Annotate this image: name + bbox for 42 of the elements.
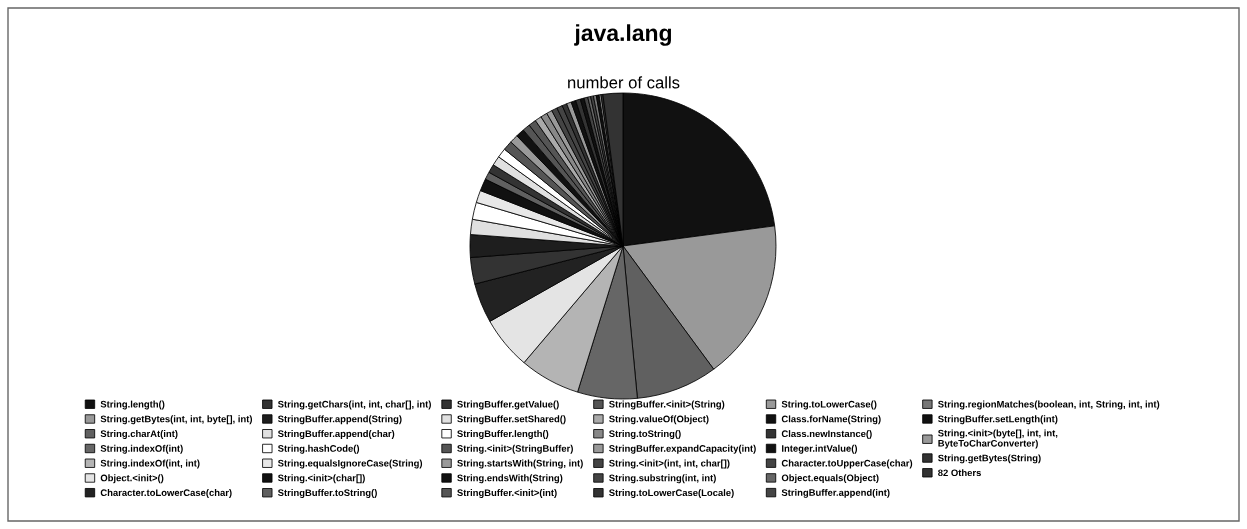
legend-label: String.toLowerCase() [781, 400, 877, 410]
chart-title: java.lang [574, 24, 672, 46]
legend-label: String.getChars(int, int, char[], int) [277, 400, 431, 410]
legend-label: StringBuffer.expandCapacity(int) [609, 444, 756, 454]
legend-label: String.toString() [609, 430, 681, 439]
legend-label: String.<init>(int, int, char[]) [609, 459, 730, 469]
legend-label: StringBuffer.setLength(int) [938, 415, 1058, 425]
legend-label: String.getBytes(int, int, byte[], int) [100, 415, 253, 425]
legend-label: String.startsWith(String, int) [457, 459, 583, 469]
legend-label: String.<init>(char[]) [277, 474, 365, 484]
legend-label: String.substring(int, int) [609, 474, 716, 484]
legend-label: String.equalsIgnoreCase(String) [277, 459, 423, 469]
legend-label: Integer.intValue() [782, 444, 858, 454]
legend-label: 82 Others [938, 469, 981, 477]
legend-label: String.endsWith(String) [457, 474, 563, 484]
legend-label: String.toLowerCase(Locale) [609, 489, 734, 498]
legend-label: Character.toLowerCase(char) [100, 489, 232, 498]
legend-label: String.length() [100, 400, 165, 410]
legend-label: Character.toUpperCase(char) [781, 459, 913, 469]
legend-label: StringBuffer.toString() [277, 489, 377, 498]
legend-label: String.charAt(int) [100, 430, 178, 439]
legend-label: String.<init>(byte[], int, int, ByteToCharConverter) [938, 429, 1058, 449]
legend-label: String.indexOf(int) [100, 444, 183, 454]
legend-label: String.indexOf(int, int) [100, 459, 200, 469]
legend-label: StringBuffer.length() [457, 430, 549, 439]
legend-label: StringBuffer.append(char) [277, 430, 395, 439]
legend-label: String.valueOf(Object) [609, 415, 709, 425]
legend-label: String.getBytes(String) [938, 454, 1041, 464]
legend-label: StringBuffer.append(String) [277, 415, 402, 425]
chart-subtitle: number of calls [568, 76, 680, 89]
legend-label: String.hashCode() [277, 444, 360, 454]
legend-label: StringBuffer.<init>(int) [457, 489, 557, 498]
legend-label: Object.equals(Object) [781, 474, 879, 484]
legend-label: StringBuffer.append(int) [781, 489, 890, 498]
legend-label: StringBuffer.setShared() [457, 415, 566, 425]
legend-label: String.regionMatches(boolean, int, String, int, int) [938, 400, 1160, 410]
legend-label: String.<init>(StringBuffer) [457, 444, 573, 454]
legend-label: Object.<init>() [100, 474, 164, 484]
legend-label: Class.forName(String) [781, 415, 881, 425]
legend-label: Class.newInstance() [781, 430, 872, 439]
legend-label: StringBuffer.<init>(String) [609, 400, 725, 410]
legend-label: StringBuffer.getValue() [457, 400, 559, 410]
